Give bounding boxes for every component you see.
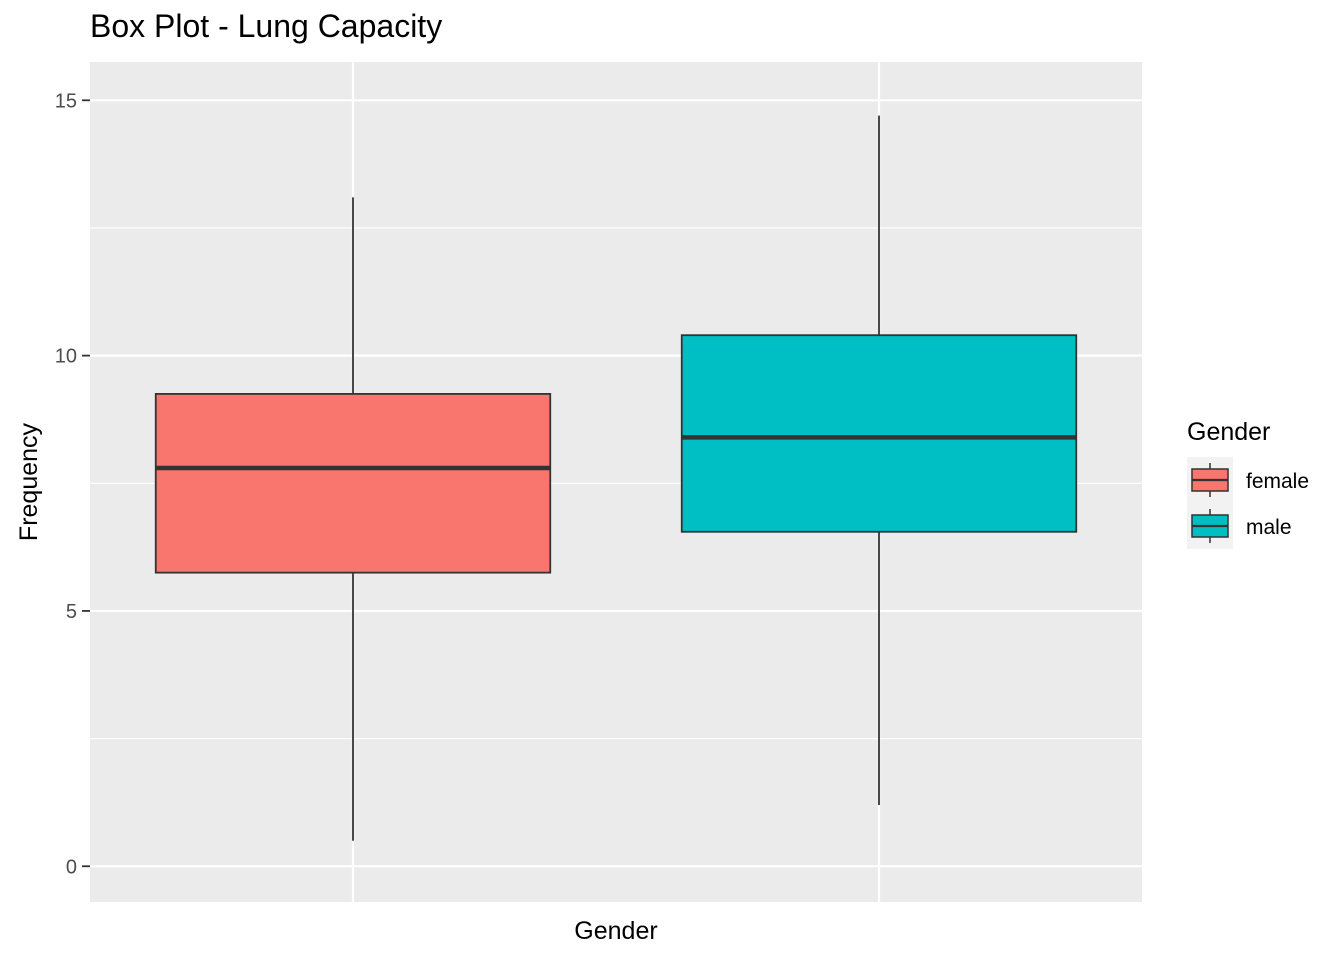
box-series xyxy=(154,115,1078,841)
y-axis: 0 5 10 15 xyxy=(55,90,90,878)
y-tick-label: 0 xyxy=(66,856,77,878)
box-body xyxy=(154,393,552,574)
legend-item-female: female xyxy=(1191,463,1309,497)
legend-items: female male xyxy=(1191,463,1309,543)
chart-title: Box Plot - Lung Capacity xyxy=(90,8,443,44)
box-male xyxy=(680,115,1078,805)
legend-title: Gender xyxy=(1187,418,1270,446)
y-axis-title: Frequency xyxy=(15,422,43,541)
box-body xyxy=(680,334,1078,533)
box-female xyxy=(154,197,552,841)
legend-label: male xyxy=(1246,516,1292,539)
x-axis-title: Gender xyxy=(574,917,657,945)
legend: Gender female male xyxy=(1187,418,1309,549)
y-tick-label: 10 xyxy=(55,346,77,368)
y-tick-label: 5 xyxy=(66,601,77,623)
legend-label: female xyxy=(1246,470,1309,493)
legend-item-male: male xyxy=(1191,509,1292,543)
y-tick-label: 15 xyxy=(55,90,77,112)
